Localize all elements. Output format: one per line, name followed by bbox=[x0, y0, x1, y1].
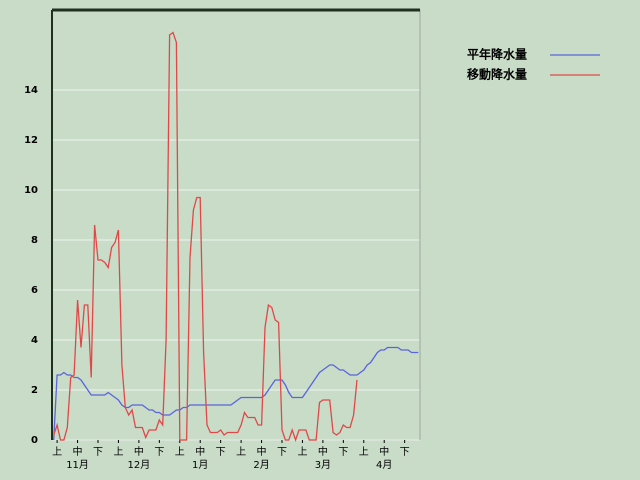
x-tick-label: 中 bbox=[134, 445, 144, 458]
x-tick-label: 中 bbox=[73, 445, 83, 458]
month-label: 3月 bbox=[315, 459, 331, 471]
month-label: 4月 bbox=[376, 459, 392, 471]
plot-area bbox=[52, 10, 420, 440]
x-tick-label: 下 bbox=[338, 447, 348, 458]
legend-label: 平年降水量 bbox=[467, 47, 527, 62]
x-tick-label: 上 bbox=[175, 446, 185, 458]
month-label: 12月 bbox=[128, 459, 151, 471]
y-tick-label: 2 bbox=[31, 385, 38, 396]
x-tick-label: 下 bbox=[216, 447, 226, 458]
x-tick-label: 中 bbox=[379, 445, 389, 458]
month-label: 11月 bbox=[66, 459, 89, 471]
y-tick-label: 0 bbox=[31, 435, 38, 446]
y-tick-label: 4 bbox=[31, 335, 38, 346]
x-tick-label: 下 bbox=[400, 447, 410, 458]
y-tick-label: 12 bbox=[24, 135, 38, 146]
month-label: 2月 bbox=[253, 459, 269, 471]
series-line bbox=[53, 346, 419, 441]
x-tick-label: 中 bbox=[195, 445, 205, 458]
x-tick-label: 上 bbox=[297, 446, 307, 458]
x-tick-label: 中 bbox=[257, 445, 267, 458]
y-tick-label: 6 bbox=[31, 285, 38, 296]
y-tick-label: 10 bbox=[24, 185, 38, 196]
x-tick-label: 下 bbox=[277, 447, 287, 458]
x-tick-label: 上 bbox=[236, 446, 246, 458]
x-tick-label: 上 bbox=[359, 446, 369, 458]
x-tick-label: 中 bbox=[318, 445, 328, 458]
month-label: 1月 bbox=[192, 459, 208, 471]
series-line bbox=[53, 31, 358, 443]
x-tick-label: 上 bbox=[113, 446, 123, 458]
y-tick-label: 14 bbox=[24, 85, 38, 96]
legend-label: 移動降水量 bbox=[467, 67, 527, 82]
x-tick-label: 下 bbox=[93, 447, 103, 458]
x-tick-label: 上 bbox=[52, 446, 62, 458]
x-tick-label: 下 bbox=[154, 447, 164, 458]
y-tick-label: 8 bbox=[31, 235, 38, 246]
